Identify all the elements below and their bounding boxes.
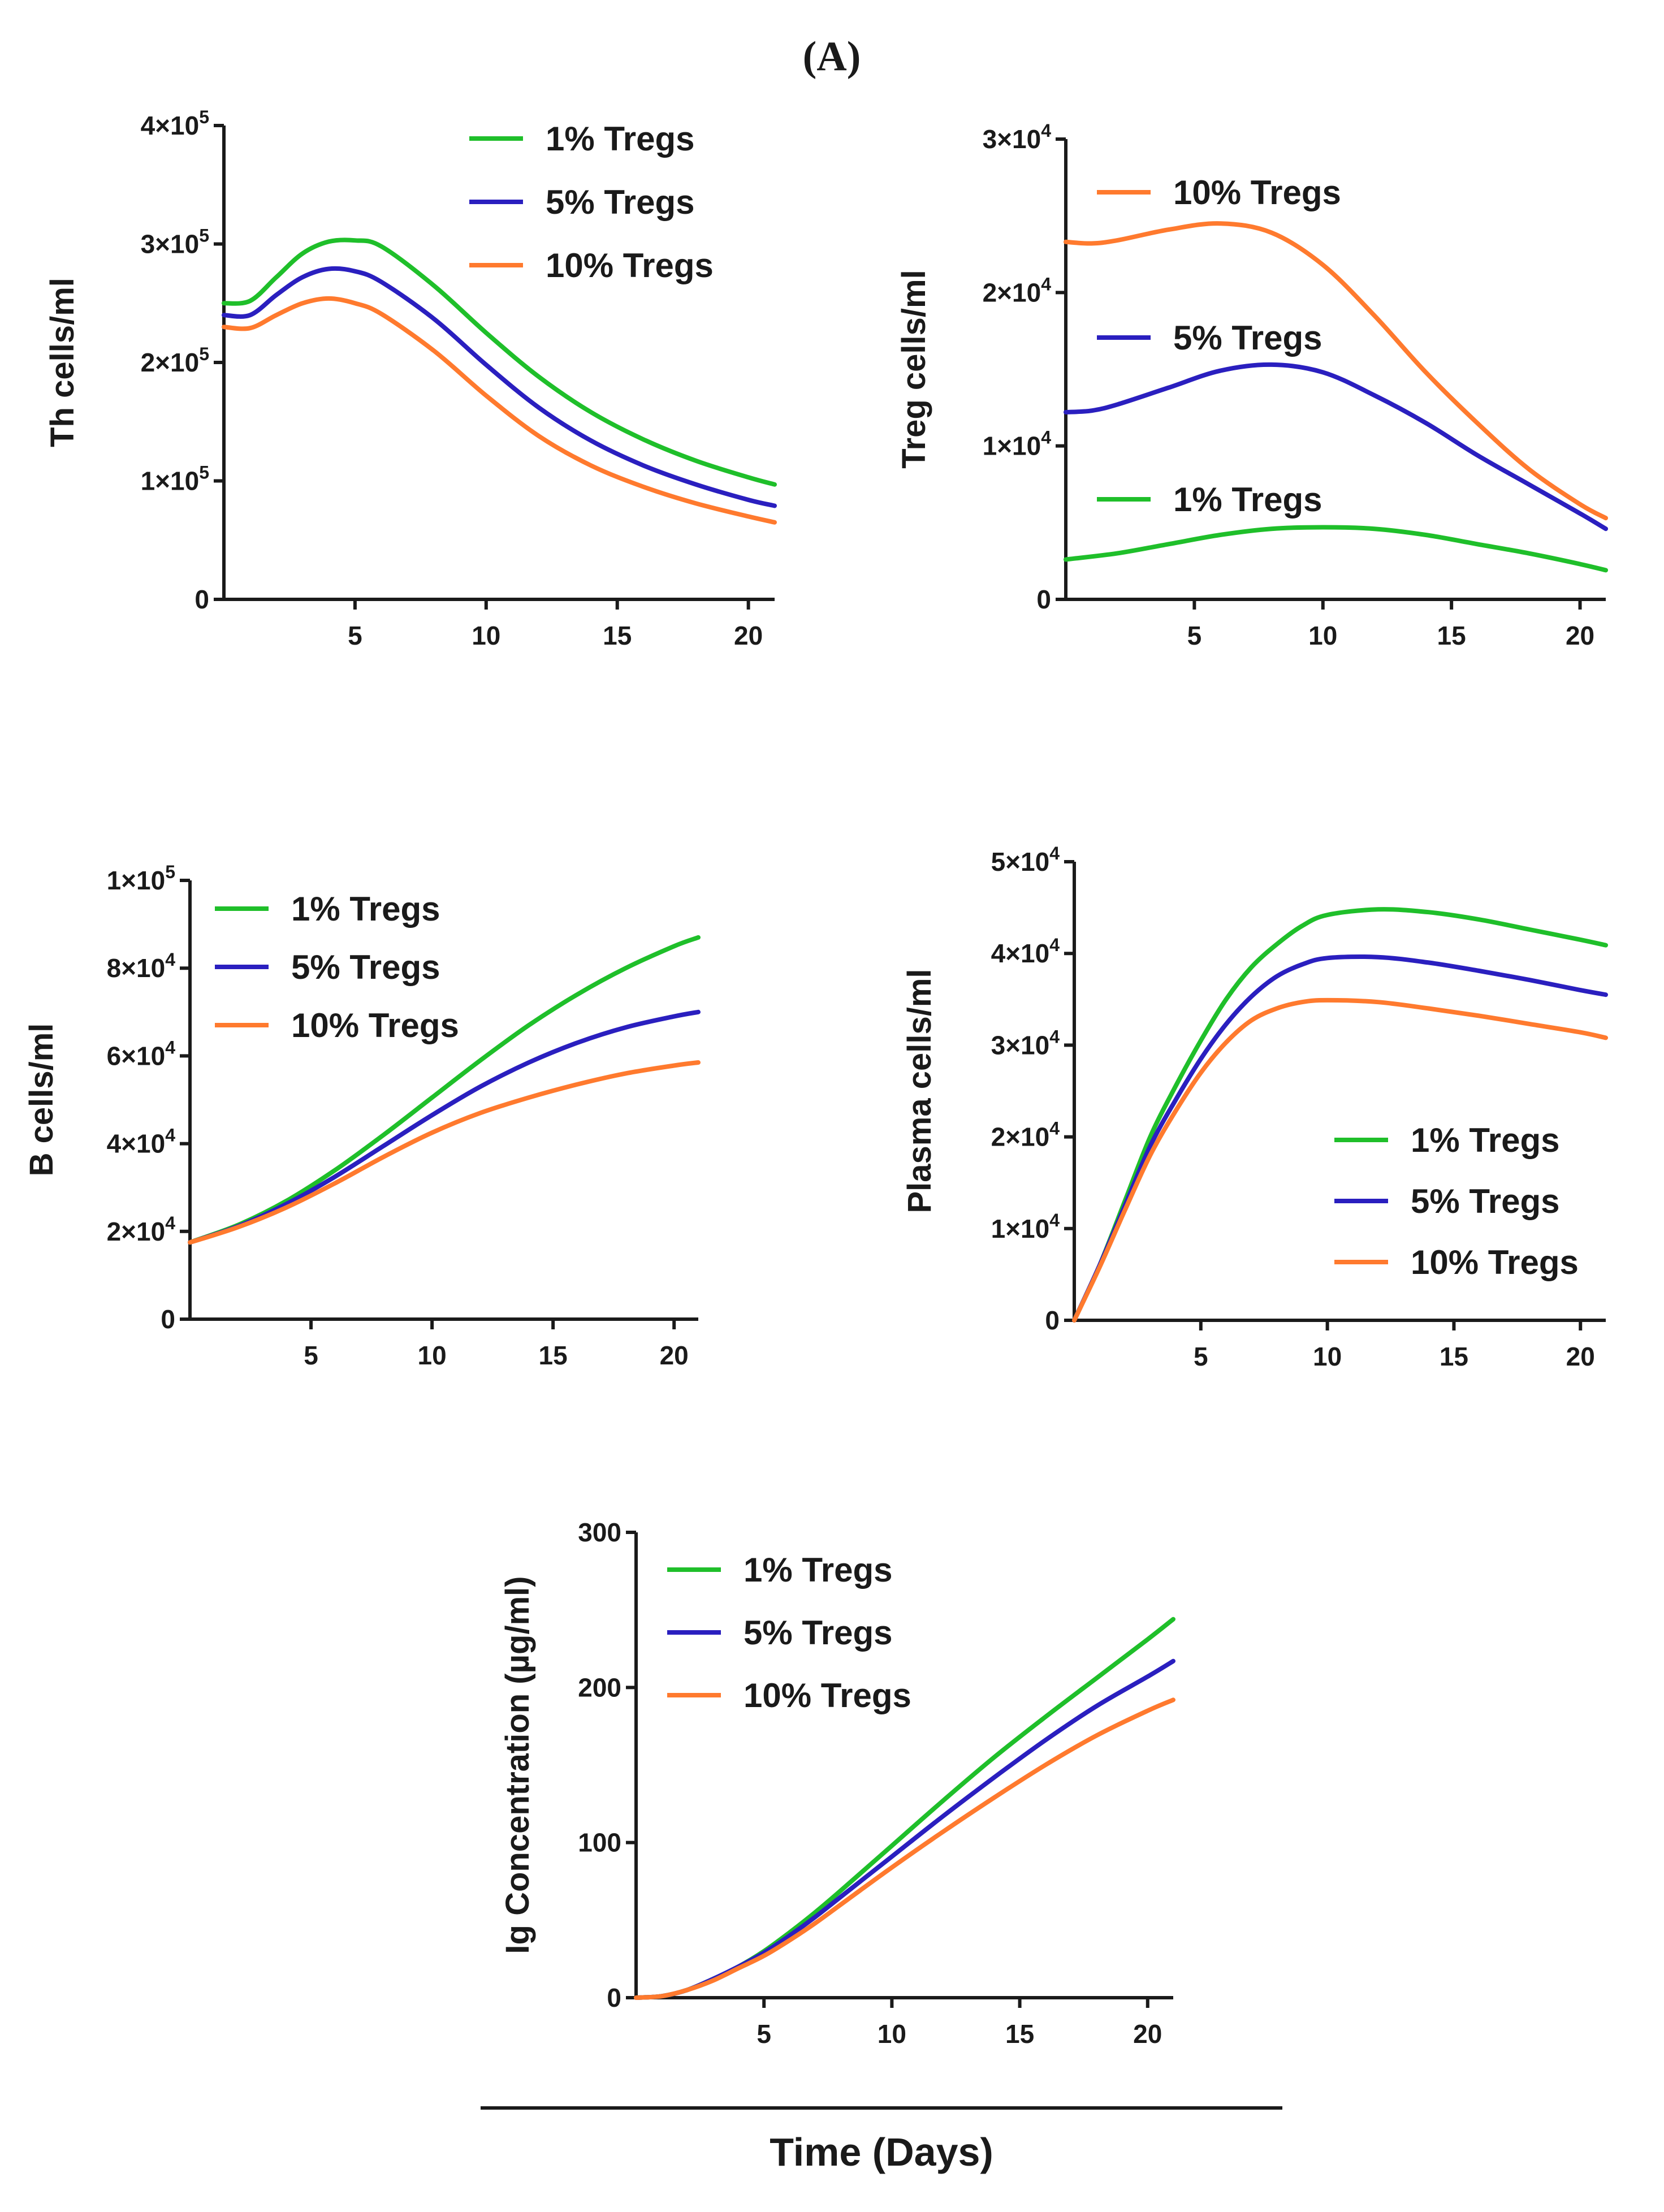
y-tick-label: 3×104 <box>991 1026 1060 1060</box>
x-tick-label: 20 <box>1566 621 1594 650</box>
x-tick-label: 5 <box>1187 621 1202 650</box>
y-tick-label: 8×104 <box>107 949 176 983</box>
x-tick-label: 20 <box>734 621 763 650</box>
legend-label: 5% Tregs <box>744 1614 892 1652</box>
x-tick-label: 5 <box>348 621 362 650</box>
legend-label: 1% Tregs <box>546 120 694 158</box>
series-line <box>188 1060 701 1245</box>
y-axis-title: Treg cells/ml <box>896 270 932 468</box>
x-tick-label: 10 <box>878 2019 906 2049</box>
series-line <box>634 1697 1175 2000</box>
y-axis-title: Ig Concentration (µg/ml) <box>499 1576 536 1954</box>
y-tick-label: 100 <box>578 1828 621 1857</box>
x-tick-label: 15 <box>539 1341 568 1370</box>
series-line <box>222 296 777 525</box>
y-tick-label: 1×104 <box>991 1210 1060 1243</box>
y-tick-label: 1×104 <box>983 427 1052 461</box>
legend-label: 1% Tregs <box>744 1551 892 1589</box>
series-line <box>634 1617 1175 2000</box>
legend-label: 10% Tregs <box>291 1006 459 1044</box>
legend-label: 5% Tregs <box>1173 319 1322 357</box>
y-tick-label: 0 <box>195 585 209 614</box>
x-tick-label: 10 <box>418 1341 447 1370</box>
y-axis-title: Plasma cells/ml <box>901 969 938 1213</box>
y-tick-label: 2×104 <box>983 274 1052 307</box>
legend-label: 1% Tregs <box>291 890 440 928</box>
y-tick-label: 3×105 <box>141 226 209 259</box>
y-tick-label: 1×105 <box>141 463 209 496</box>
x-tick-label: 20 <box>660 1341 689 1370</box>
legend-label: 1% Tregs <box>1173 481 1322 519</box>
y-tick-label: 0 <box>1045 1306 1060 1335</box>
chart-5: 0 100 200 300 5 10 15 20 Ig Concentration (µg/ml… <box>499 1518 1175 2049</box>
y-axis-title: B cells/ml <box>23 1023 60 1177</box>
y-tick-label: 0 <box>607 1983 621 2012</box>
series-line <box>1064 525 1608 573</box>
y-tick-label: 4×104 <box>107 1125 176 1159</box>
x-tick-label: 10 <box>1313 1342 1342 1371</box>
x-tick-label: 5 <box>304 1341 318 1370</box>
y-tick-label: 3×104 <box>983 120 1052 154</box>
chart-3: 0 2×104 4×104 6×104 8×104 1×105 5 10 15 20 B cells… <box>23 862 701 1370</box>
y-tick-label: 4×105 <box>141 107 209 140</box>
series-line <box>1064 221 1608 521</box>
y-tick-label: 2×105 <box>141 344 209 377</box>
y-tick-label: 5×104 <box>991 843 1060 876</box>
legend-label: 10% Tregs <box>546 247 714 284</box>
y-tick-label: 1×105 <box>107 862 175 895</box>
x-tick-label: 15 <box>1440 1342 1468 1371</box>
legend-label: 5% Tregs <box>1411 1182 1559 1220</box>
legend-label: 10% Tregs <box>1411 1243 1579 1281</box>
chart-2: 0 1×104 2×104 3×104 5 10 15 20 Treg cells/ml 10% … <box>896 120 1608 650</box>
charts-container: 0 1×105 2×105 3×105 4×105 5 10 15 20 Th cells/ml 1… <box>23 107 1608 2049</box>
series-line <box>222 237 777 487</box>
y-tick-label: 2×104 <box>107 1213 176 1246</box>
x-tick-label: 5 <box>1194 1342 1208 1371</box>
x-tick-label: 10 <box>1308 621 1337 650</box>
legend-label: 5% Tregs <box>546 183 694 221</box>
series-line <box>222 266 777 508</box>
time-axis-title: Time (Days) <box>770 2130 993 2174</box>
x-tick-label: 10 <box>472 621 500 650</box>
chart-4: 0 1×104 2×104 3×104 4×104 5×104 5 10 15 20 Plasma … <box>901 843 1608 1371</box>
y-tick-label: 200 <box>578 1673 621 1702</box>
x-tick-label: 5 <box>757 2019 771 2049</box>
legend-label: 10% Tregs <box>1173 174 1341 211</box>
x-tick-label: 15 <box>603 621 632 650</box>
y-tick-label: 300 <box>578 1518 621 1547</box>
series-line <box>1072 954 1608 1323</box>
y-tick-label: 0 <box>161 1304 175 1334</box>
series-line <box>188 935 701 1245</box>
x-tick-label: 20 <box>1566 1342 1595 1371</box>
series-line <box>1064 362 1608 532</box>
legend-label: 1% Tregs <box>1411 1121 1559 1159</box>
legend-label: 5% Tregs <box>291 948 440 986</box>
y-tick-label: 6×104 <box>107 1037 176 1070</box>
y-tick-label: 2×104 <box>991 1118 1060 1152</box>
legend-label: 10% Tregs <box>744 1677 911 1714</box>
x-tick-label: 20 <box>1133 2019 1162 2049</box>
x-tick-label: 15 <box>1437 621 1466 650</box>
x-tick-label: 15 <box>1005 2019 1034 2049</box>
series-line <box>188 1009 701 1245</box>
y-tick-label: 0 <box>1036 585 1051 614</box>
y-tick-label: 4×104 <box>991 935 1060 968</box>
series-line <box>1072 997 1608 1323</box>
chart-1: 0 1×105 2×105 3×105 4×105 5 10 15 20 Th cells/ml 1… <box>44 107 777 650</box>
panel-title: (A) <box>803 33 861 80</box>
y-axis-title: Th cells/ml <box>44 278 81 447</box>
